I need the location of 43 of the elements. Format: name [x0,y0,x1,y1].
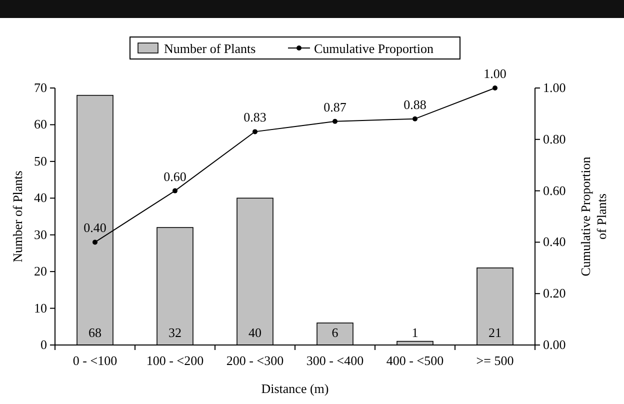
y-axis-title: Number of Plants [10,170,25,262]
point [252,129,258,134]
legend-label: Cumulative Proportion [314,41,434,56]
data-label: 1 [412,325,418,340]
y2-tick-label: 0.00 [543,337,566,352]
x-tick-label: 100 - <200 [146,353,204,368]
data-label: 0.83 [244,110,266,125]
x-tick-label: 300 - <400 [306,353,364,368]
data-label: 68 [88,325,102,340]
x-tick-label: 400 - <500 [386,353,444,368]
data-label: 40 [248,325,262,340]
y2-tick-label: 0.80 [543,131,566,146]
data-label: 21 [488,325,502,340]
y-tick-label: 20 [34,264,47,279]
point [172,188,178,194]
data-label: 0.87 [324,99,347,114]
y-tick-label: 30 [34,226,47,242]
x-tick-label: >= 500 [476,353,514,368]
x-axis-title: Distance (m) [261,381,329,396]
x-tick-label: 0 - <100 [72,353,118,368]
data-label: 32 [168,325,182,340]
data-label: 1.00 [484,66,506,81]
y2-tick-label: 0.20 [543,286,566,301]
y-tick-label: 70 [34,80,47,95]
y2-tick-label: 0.60 [543,182,566,198]
point [492,86,498,90]
y-tick-label: 10 [34,300,47,316]
y-tick-label: 60 [34,116,47,132]
y2-axis-title: Cumulative Proportion of Plants [578,156,609,276]
legend-label: Number of Plants [164,41,256,56]
data-label: 0.88 [404,96,426,112]
y2-tick-label: 0.40 [543,234,566,250]
data-label: 6 [332,325,339,340]
x-tick-label: 200 - <300 [226,353,284,368]
data-label: 0.60 [164,168,186,184]
point [92,240,98,245]
y-tick-label: 0 [40,337,47,352]
y-tick-label: 40 [34,190,47,206]
y-tick-label: 50 [34,153,47,168]
data-label: 0.40 [84,220,106,236]
point [332,118,338,124]
y2-tick-label: 1.00 [543,80,566,95]
point [412,116,418,122]
